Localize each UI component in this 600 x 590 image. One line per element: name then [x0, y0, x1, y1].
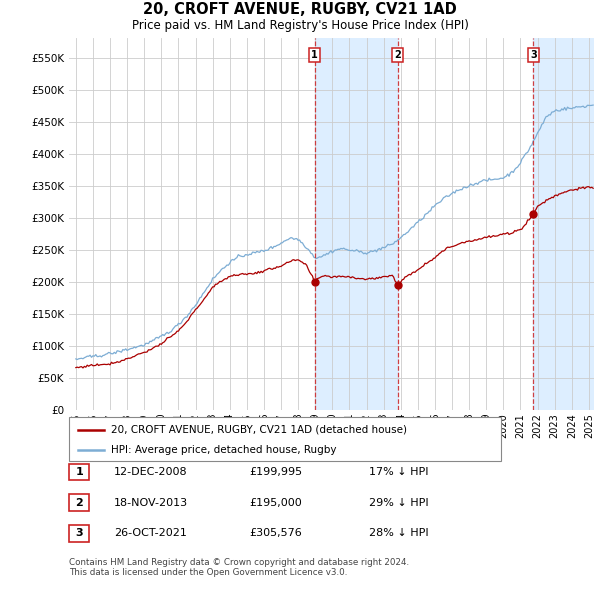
- Text: 2: 2: [76, 498, 83, 507]
- Text: 18-NOV-2013: 18-NOV-2013: [114, 498, 188, 507]
- Text: £199,995: £199,995: [249, 467, 302, 477]
- Text: 2: 2: [395, 50, 401, 60]
- Text: 20, CROFT AVENUE, RUGBY, CV21 1AD: 20, CROFT AVENUE, RUGBY, CV21 1AD: [143, 2, 457, 17]
- Text: 1: 1: [76, 467, 83, 477]
- Text: 26-OCT-2021: 26-OCT-2021: [114, 529, 187, 538]
- Text: 3: 3: [76, 529, 83, 538]
- Text: 20, CROFT AVENUE, RUGBY, CV21 1AD (detached house): 20, CROFT AVENUE, RUGBY, CV21 1AD (detac…: [111, 425, 407, 434]
- Text: Contains HM Land Registry data © Crown copyright and database right 2024.
This d: Contains HM Land Registry data © Crown c…: [69, 558, 409, 577]
- Text: 3: 3: [530, 50, 536, 60]
- Text: 28% ↓ HPI: 28% ↓ HPI: [369, 529, 428, 538]
- Text: 12-DEC-2008: 12-DEC-2008: [114, 467, 188, 477]
- Bar: [314, 38, 398, 410]
- Text: 17% ↓ HPI: 17% ↓ HPI: [369, 467, 428, 477]
- Text: Price paid vs. HM Land Registry's House Price Index (HPI): Price paid vs. HM Land Registry's House …: [131, 19, 469, 32]
- Bar: [533, 38, 594, 410]
- Text: £305,576: £305,576: [249, 529, 302, 538]
- Text: 29% ↓ HPI: 29% ↓ HPI: [369, 498, 428, 507]
- Text: HPI: Average price, detached house, Rugby: HPI: Average price, detached house, Rugb…: [111, 445, 337, 455]
- Text: 1: 1: [311, 50, 318, 60]
- Text: £195,000: £195,000: [249, 498, 302, 507]
